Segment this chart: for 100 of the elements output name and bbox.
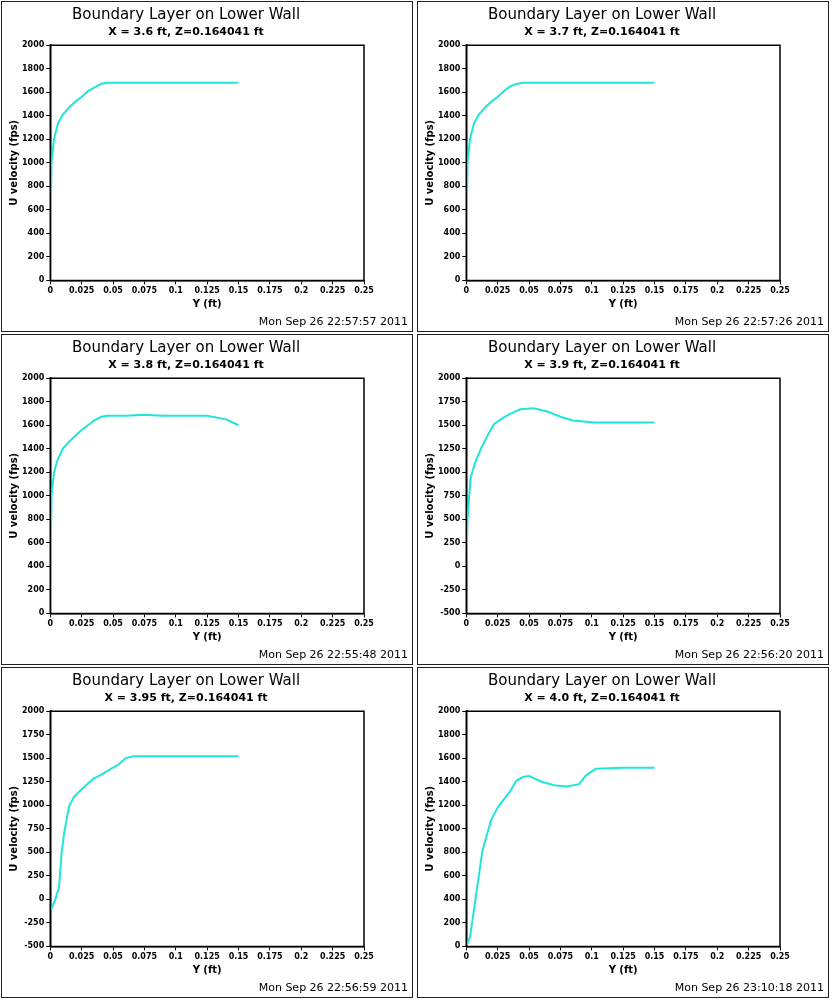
chart-subtitle: X = 3.9 ft, Z=0.164041 ft (524, 358, 680, 372)
x-axis-title: Y (ft) (607, 963, 638, 975)
chart-subtitle: X = 4.0 ft, Z=0.164041 ft (524, 691, 680, 705)
x-tick-label: 0.075 (547, 619, 574, 629)
y-tick-label: 1000 (438, 467, 461, 477)
y-tick-label: 1400 (22, 443, 45, 453)
y-tick-label: 250 (27, 870, 45, 880)
y-tick-label: 400 (27, 561, 45, 571)
y-tick-label: 1200 (22, 134, 45, 144)
x-tick-label: 0.2 (710, 619, 725, 629)
x-axis-title: Y (ft) (191, 297, 222, 309)
y-tick-label: 1600 (22, 420, 45, 430)
y-tick-label: 600 (443, 870, 461, 880)
text: Mon Sep 26 22:57:57 2011 (258, 315, 408, 328)
x-tick-label: 0.175 (257, 286, 283, 296)
y-axis-title: U velocity (fps) (7, 119, 19, 206)
chart-title: Boundary Layer on Lower Wall (71, 337, 301, 356)
y-tick-label: 1800 (438, 63, 461, 73)
y-axis-title: U velocity (fps) (7, 452, 19, 539)
x-axis-title: Y (ft) (607, 297, 638, 309)
x-tick-label: 0.25 (354, 619, 375, 629)
y-tick-label: 750 (27, 823, 45, 833)
x-tick-label: 0.075 (547, 952, 574, 962)
x-tick-label: 0.225 (735, 952, 762, 962)
text: Mon Sep 26 22:56:59 2011 (258, 981, 408, 994)
x-tick-label: 0.25 (354, 952, 375, 962)
y-tick-label: 1600 (22, 87, 45, 97)
x-tick-label: 0.075 (131, 286, 158, 296)
y-tick-label: 750 (443, 490, 461, 500)
x-tick-label: 0.125 (610, 286, 637, 296)
y-tick-label: 400 (443, 228, 461, 238)
x-tick-label: 0.25 (770, 619, 791, 629)
x-tick-label: 0.1 (584, 952, 600, 962)
x-tick-label: 0.175 (673, 619, 699, 629)
x-tick-label: 0 (463, 619, 470, 629)
y-tick-label: 0 (38, 275, 45, 285)
chart-subtitle: X = 3.8 ft, Z=0.164041 ft (108, 358, 264, 372)
x-tick-label: 0.1 (168, 952, 184, 962)
y-tick-label: 1200 (438, 134, 461, 144)
y-tick-label: 1400 (438, 110, 461, 120)
x-tick-label: 0.15 (644, 619, 665, 629)
y-tick-label: 2000 (438, 706, 461, 716)
y-tick-label: 2000 (22, 373, 45, 383)
y-tick-label: 1000 (438, 823, 461, 833)
x-axis-title: Y (ft) (191, 630, 222, 642)
x-tick-label: 0.025 (68, 952, 95, 962)
y-tick-label: 500 (27, 847, 45, 857)
x-tick-label: 0.05 (519, 286, 540, 296)
x-tick-label: 0.175 (673, 286, 699, 296)
x-tick-label: 0.05 (103, 952, 124, 962)
x-tick-label: 0.225 (319, 286, 346, 296)
x-tick-label: 0.025 (484, 952, 511, 962)
chart-title: Boundary Layer on Lower Wall (487, 670, 717, 689)
y-tick-label: 1750 (22, 729, 45, 739)
y-axis-title: U velocity (fps) (423, 785, 435, 872)
chart-subtitle: X = 3.95 ft, Z=0.164041 ft (104, 691, 268, 705)
x-tick-label: 0.1 (168, 286, 184, 296)
y-tick-label: 1800 (22, 63, 45, 73)
y-tick-label: 1200 (438, 800, 461, 810)
y-tick-label: 400 (443, 894, 461, 904)
y-tick-label: 200 (27, 584, 45, 594)
y-tick-label: 1400 (438, 776, 461, 786)
y-tick-label: 200 (443, 251, 461, 261)
x-tick-label: 0.05 (519, 619, 540, 629)
x-tick-label: 0.2 (294, 619, 309, 629)
x-tick-label: 0.175 (257, 619, 283, 629)
x-tick-label: 0.15 (228, 952, 249, 962)
x-tick-label: 0.25 (770, 286, 791, 296)
text: Mon Sep 26 23:10:18 2011 (674, 981, 824, 994)
y-tick-label: 0 (38, 608, 45, 618)
y-tick-label: -250 (440, 584, 461, 594)
chart-title: Boundary Layer on Lower Wall (71, 670, 301, 689)
x-tick-label: 0.125 (610, 619, 637, 629)
x-tick-label: 0.05 (103, 286, 124, 296)
text: Mon Sep 26 22:56:20 2011 (674, 648, 824, 661)
y-tick-label: 800 (27, 514, 45, 524)
chart-title: Boundary Layer on Lower Wall (71, 4, 301, 23)
y-tick-label: 1500 (22, 753, 45, 763)
x-tick-label: 0 (47, 286, 54, 296)
y-tick-label: 1000 (22, 490, 45, 500)
y-axis-title: U velocity (fps) (423, 119, 435, 206)
y-tick-label: 1000 (22, 157, 45, 167)
x-tick-label: 0.175 (673, 952, 699, 962)
y-tick-label: 600 (443, 204, 461, 214)
x-tick-label: 0.15 (644, 286, 665, 296)
x-tick-label: 0.15 (228, 286, 249, 296)
y-tick-label: 600 (27, 204, 45, 214)
x-tick-label: 0.2 (710, 286, 725, 296)
x-tick-label: 0.125 (194, 286, 221, 296)
y-tick-label: 1750 (438, 396, 461, 406)
text: Mon Sep 26 22:57:26 2011 (674, 315, 824, 328)
y-tick-label: 800 (443, 181, 461, 191)
y-axis-title: U velocity (fps) (423, 452, 435, 539)
chart-subtitle: X = 3.6 ft, Z=0.164041 ft (108, 25, 264, 39)
x-tick-label: 0.225 (735, 286, 762, 296)
y-tick-label: 800 (443, 847, 461, 857)
y-tick-label: 400 (27, 228, 45, 238)
chart-title: Boundary Layer on Lower Wall (487, 337, 717, 356)
y-tick-label: 1800 (22, 396, 45, 406)
y-tick-label: 250 (443, 537, 461, 547)
